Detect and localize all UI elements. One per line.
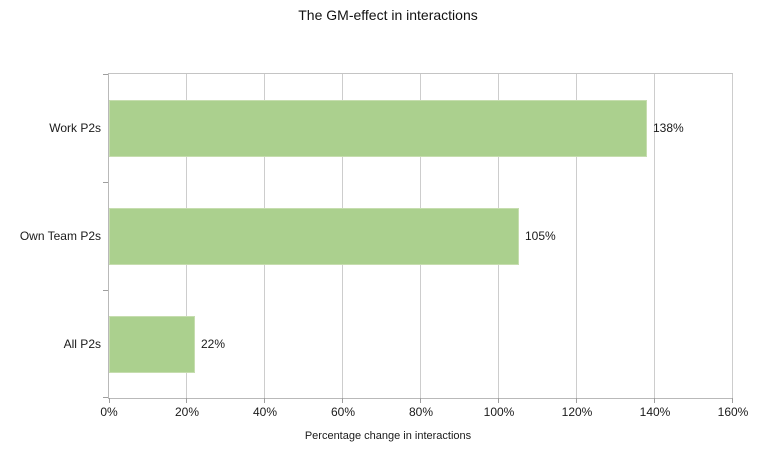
gridline [576, 74, 577, 398]
x-axis-tick [109, 398, 110, 403]
x-tick-label: 160% [717, 405, 749, 419]
x-tick-label: 0% [100, 405, 118, 419]
bar-value-label: 22% [201, 337, 226, 351]
gridline [732, 74, 733, 398]
x-axis-tick [342, 398, 343, 403]
x-tick-label: 120% [561, 405, 593, 419]
x-axis-tick [420, 398, 421, 403]
x-axis-title: Percentage change in interactions [304, 430, 472, 442]
x-tick-label: 140% [639, 405, 671, 419]
x-axis-tick [654, 398, 655, 403]
x-axis-tick [186, 398, 187, 403]
chart-title: The GM-effect in interactions [298, 7, 478, 23]
bar [109, 208, 519, 265]
y-axis-tick [103, 397, 108, 398]
bar [109, 316, 195, 373]
x-tick-label: 40% [252, 405, 278, 419]
x-tick-label: 100% [483, 405, 515, 419]
bar-value-label: 105% [525, 229, 556, 243]
y-axis-tick [103, 290, 108, 291]
category-label: Own Team P2s [19, 229, 101, 243]
category-label: Work P2s [49, 121, 101, 135]
x-axis-tick [576, 398, 577, 403]
x-tick-label: 20% [174, 405, 200, 419]
x-axis-tick [264, 398, 265, 403]
y-axis-tick [103, 182, 108, 183]
y-axis-tick [103, 74, 108, 75]
x-tick-label: 80% [408, 405, 434, 419]
x-axis-tick [498, 398, 499, 403]
plot-area: 0% 20% 40% 60% 80% 100% 120% 140% 160% 138% Work P… [20, 73, 748, 419]
x-tick-label: 60% [330, 405, 356, 419]
x-axis-tick [732, 398, 733, 403]
gridline [654, 74, 655, 398]
category-label: All P2s [63, 337, 101, 351]
bar [109, 100, 647, 157]
bar-value-label: 138% [653, 121, 684, 135]
